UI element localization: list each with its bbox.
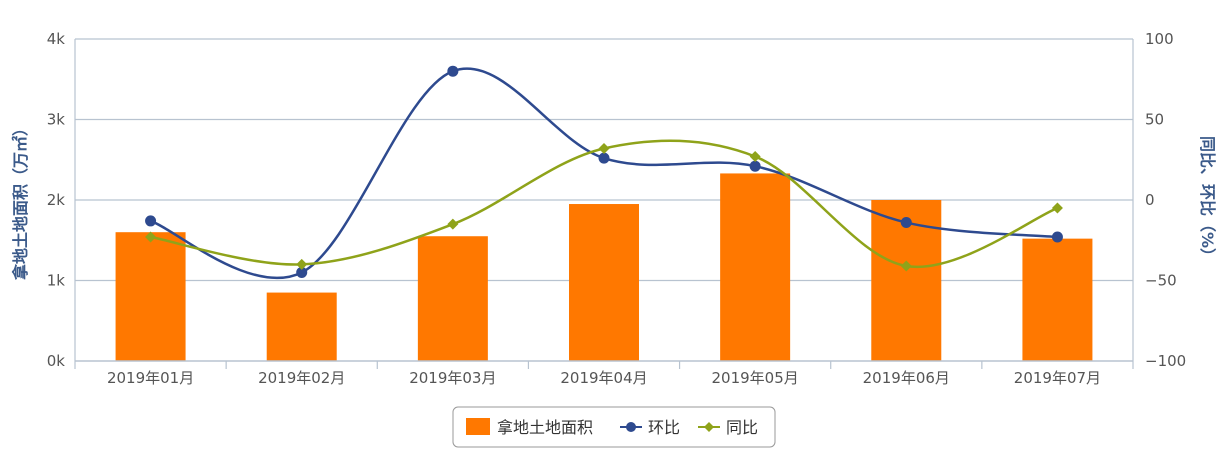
x-tick-label: 2019年07月	[1014, 369, 1101, 387]
y-tick-label: 4k	[47, 30, 66, 48]
legend-label-yoy: 同比	[726, 418, 758, 437]
point-yoy	[1051, 202, 1063, 214]
bar	[720, 173, 791, 361]
legend: 拿地土地面积 环比 同比	[452, 406, 776, 448]
point-yoy	[447, 218, 459, 230]
y-tick-label: 2k	[47, 191, 66, 209]
point-mom	[900, 217, 912, 229]
point-mom	[447, 65, 459, 77]
y-tick-label: 3k	[47, 111, 66, 129]
x-tick-label: 2019年01月	[107, 369, 194, 387]
bar	[417, 236, 488, 361]
x-tick-label: 2019年02月	[258, 369, 345, 387]
point-yoy	[749, 151, 761, 163]
legend-box	[452, 406, 776, 448]
x-tick-label: 2019年03月	[409, 369, 496, 387]
legend-item-yoy[interactable]: 同比	[698, 418, 758, 437]
x-tick-label: 2019年05月	[712, 369, 799, 387]
legend-label-mom: 环比	[648, 418, 680, 437]
point-yoy	[145, 231, 157, 243]
point-mom	[1051, 231, 1063, 243]
x-tick-label: 2019年06月	[863, 369, 950, 387]
legend-item-area[interactable]: 拿地土地面积	[466, 418, 593, 437]
y2-tick-label: 0	[1145, 191, 1155, 209]
axes	[74, 39, 1134, 369]
bar-series	[115, 173, 1093, 361]
point-mom	[598, 152, 610, 164]
point-yoy	[900, 260, 912, 272]
legend-label-area: 拿地土地面积	[497, 418, 593, 437]
y2-tick-label: −100	[1145, 352, 1186, 370]
x-tick-label: 2019年04月	[560, 369, 647, 387]
legend-marker-yoy	[704, 422, 714, 432]
point-yoy	[296, 258, 308, 270]
y-tick-label: 0k	[47, 352, 66, 370]
legend-swatch-bar	[466, 418, 490, 435]
bar	[1022, 238, 1093, 361]
point-mom	[145, 215, 157, 227]
y2-tick-label: 100	[1145, 30, 1174, 48]
y2-tick-label: 50	[1145, 111, 1164, 129]
point-yoy	[598, 142, 610, 154]
bar	[115, 232, 186, 361]
y-tick-label: 1k	[47, 272, 66, 290]
point-mom	[749, 160, 761, 172]
line-series	[145, 65, 1063, 280]
point-mom	[296, 266, 308, 278]
y2-tick-label: −50	[1145, 272, 1177, 290]
legend-item-mom[interactable]: 环比	[620, 418, 680, 437]
bar	[569, 204, 639, 361]
legend-marker-mom	[626, 422, 636, 432]
y2-axis-title: 同比、环比（%）	[1198, 136, 1217, 264]
y-axis-title: 拿地土地面积（万㎡）	[11, 120, 30, 281]
bar	[266, 292, 337, 361]
tick-labels: 0k −100 1k −50 2k 0 3k 50 4k 100 2019年01月 2019年02月 2…	[47, 30, 1186, 387]
